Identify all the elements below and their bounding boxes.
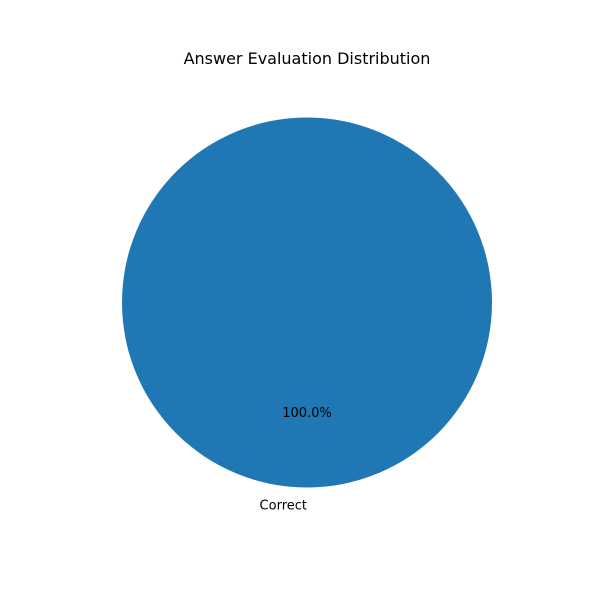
pie-labels: 100.0% Correct: [260, 406, 332, 514]
chart-title: Answer Evaluation Distribution: [184, 49, 431, 68]
pie-slice-correct: [122, 117, 492, 488]
pie-slices: [122, 117, 492, 488]
pie-category-label: Correct: [260, 499, 307, 514]
pie-percent-label: 100.0%: [282, 406, 332, 421]
